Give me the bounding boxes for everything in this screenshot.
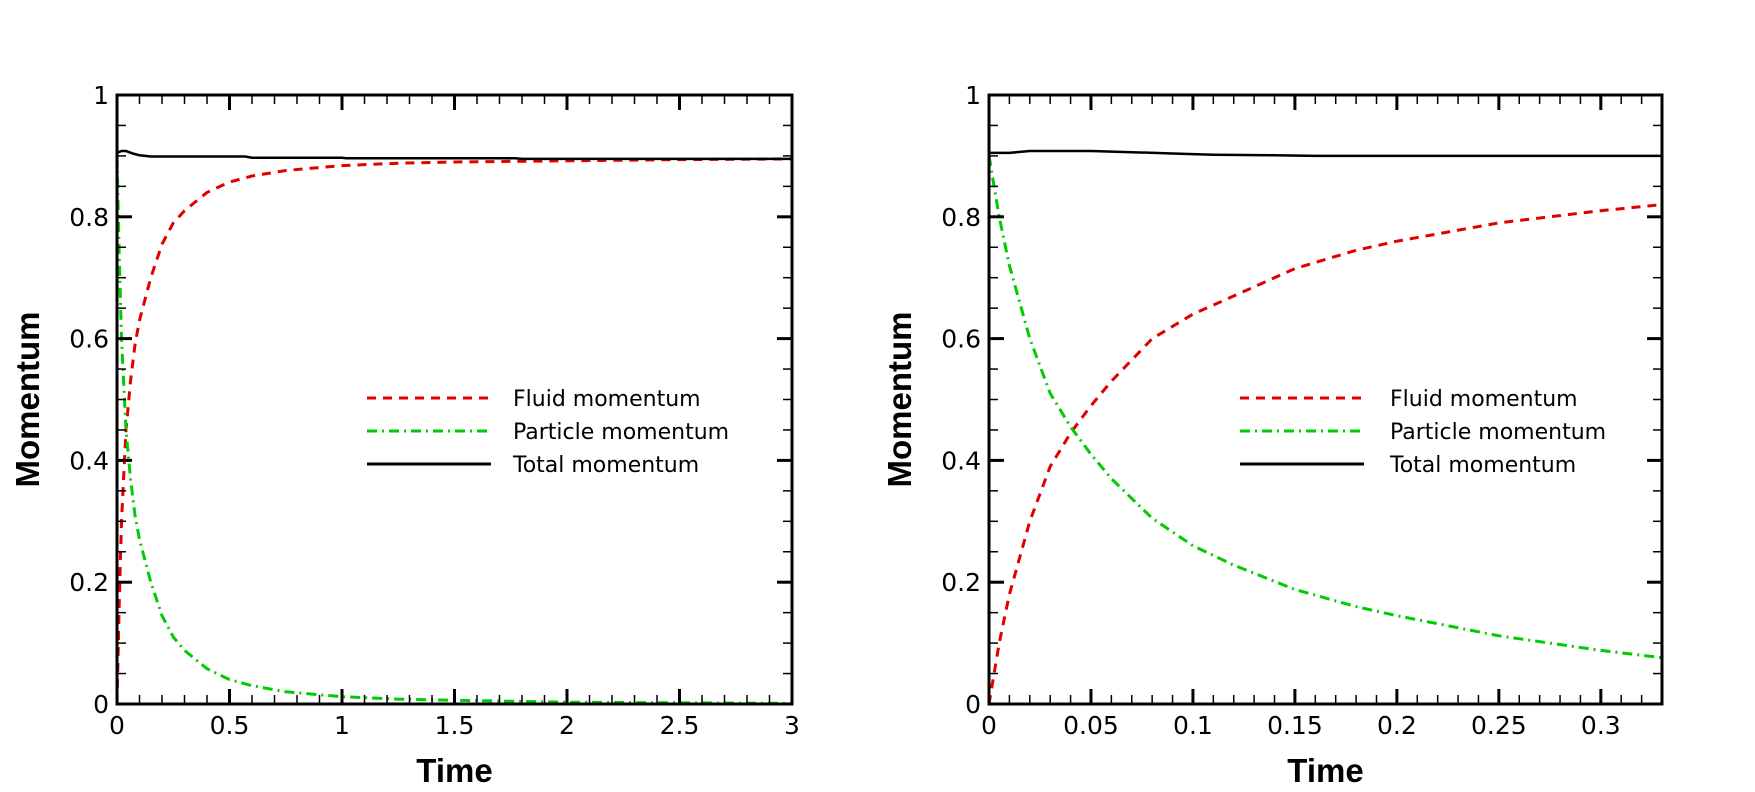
y-tick-label: 1 bbox=[965, 81, 981, 110]
x-tick-label: 0.3 bbox=[1581, 711, 1621, 740]
y-tick-label: 0.4 bbox=[941, 446, 981, 475]
series-line-fluid-momentum bbox=[115, 157, 793, 705]
x-tick-label: 1 bbox=[334, 711, 350, 740]
legend-label: Total momentum bbox=[512, 453, 699, 478]
y-axis-title: Momentum bbox=[9, 312, 46, 488]
x-tick-label: 0.5 bbox=[210, 711, 250, 740]
x-tick-label: 0.25 bbox=[1471, 711, 1527, 740]
series-line-total-momentum bbox=[989, 149, 1662, 158]
legend-label: Fluid momentum bbox=[513, 387, 701, 412]
series-line-total-momentum bbox=[116, 149, 792, 161]
series-line-fluid-momentum bbox=[987, 203, 1663, 705]
x-tick-label: 1.5 bbox=[435, 711, 475, 740]
x-tick-label: 2 bbox=[559, 711, 575, 740]
right-plot-panel: 0 0.05 0.1 0.15 0.2 0.25 0.3 0 0.2 0.4 0.6 0.8 1 Time… bbox=[881, 81, 1664, 789]
x-tick-label: 3 bbox=[784, 711, 800, 740]
y-tick-label: 1 bbox=[93, 81, 109, 110]
x-tick-label: 0 bbox=[981, 711, 997, 740]
y-tick-label: 0.8 bbox=[69, 203, 109, 232]
y-tick-label: 0.4 bbox=[69, 446, 109, 475]
series-line-particle-momentum bbox=[987, 155, 1663, 660]
legend-label: Total momentum bbox=[1389, 453, 1576, 478]
y-tick-label: 0.2 bbox=[941, 568, 981, 597]
y-tick-label: 0 bbox=[93, 690, 109, 719]
legend-label: Particle momentum bbox=[513, 420, 729, 445]
x-tick-label: 0 bbox=[109, 711, 125, 740]
x-axis-title: Time bbox=[416, 752, 492, 789]
left-plot-panel: 0 0.5 1 1.5 2 2.5 3 0 0.2 0.4 0.6 0.8 1 Time Momentum F… bbox=[9, 81, 800, 789]
y-tick-label: 0.6 bbox=[69, 325, 109, 354]
legend-label: Particle momentum bbox=[1390, 420, 1606, 445]
x-tick-label: 2.5 bbox=[660, 711, 700, 740]
x-tick-label: 0.1 bbox=[1173, 711, 1213, 740]
y-tick-label: 0.2 bbox=[69, 568, 109, 597]
y-tick-label: 0.6 bbox=[941, 325, 981, 354]
x-tick-label: 0.2 bbox=[1377, 711, 1417, 740]
legend: Fluid momentum Particle momentum Total mom… bbox=[1240, 387, 1606, 478]
series-line-particle-momentum bbox=[115, 155, 793, 705]
legend-label: Fluid momentum bbox=[1390, 387, 1578, 412]
y-axis-title: Momentum bbox=[881, 312, 918, 488]
x-axis-title: Time bbox=[1287, 752, 1363, 789]
y-tick-label: 0.8 bbox=[941, 203, 981, 232]
x-tick-label: 0.15 bbox=[1267, 711, 1323, 740]
y-tick-label: 0 bbox=[965, 690, 981, 719]
legend: Fluid momentum Particle momentum Total mom… bbox=[367, 387, 729, 478]
x-tick-label: 0.05 bbox=[1063, 711, 1119, 740]
